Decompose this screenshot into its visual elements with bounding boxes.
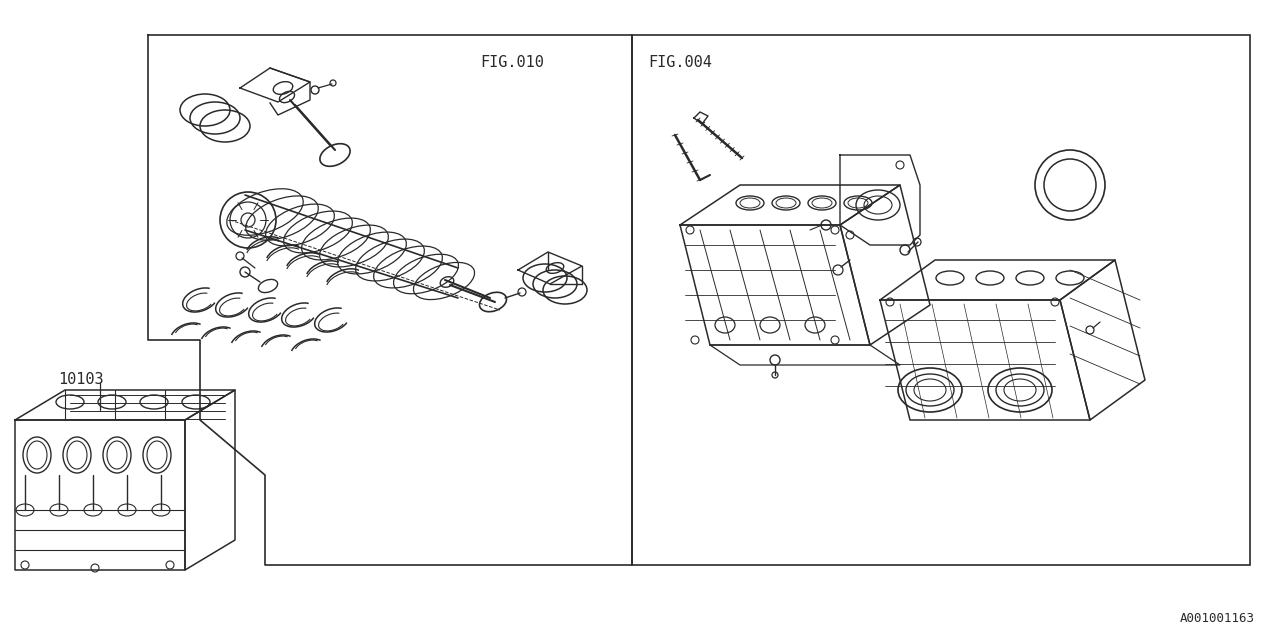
Text: A001001163: A001001163: [1180, 612, 1254, 625]
Text: FIG.004: FIG.004: [648, 55, 712, 70]
Text: 10103: 10103: [58, 372, 104, 387]
Bar: [632, 35, 1251, 565]
Text: FIG.010: FIG.010: [480, 55, 544, 70]
